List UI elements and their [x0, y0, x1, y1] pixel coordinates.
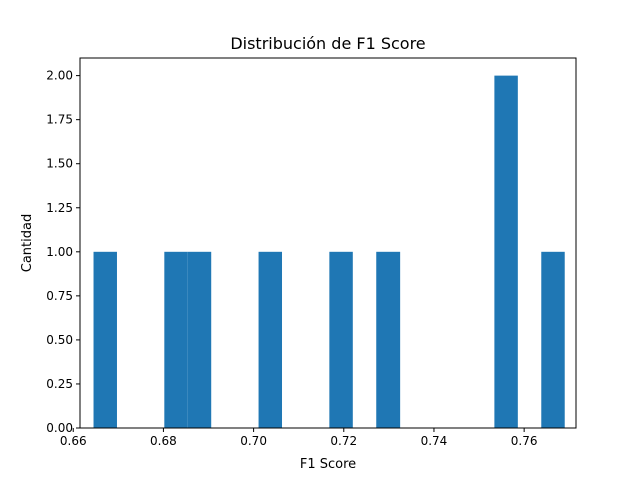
- histogram-bar-1: [93, 251, 117, 428]
- y-axis-ticks: 0.00 0.25 0.50 0.75 1.00 1.25 1.50 1.75 2.00: [46, 69, 80, 435]
- histogram-bar-4: [258, 251, 283, 428]
- x-tick-label: 0.68: [150, 434, 177, 448]
- y-tick-label: 1.00: [46, 245, 73, 259]
- y-tick-label: 0.75: [46, 289, 73, 303]
- plot-frame: [79, 57, 577, 429]
- y-tick-label: 2.00: [46, 69, 73, 83]
- y-tick-label: 0.50: [46, 333, 73, 347]
- bars-group: [93, 75, 565, 428]
- y-tick-label: 1.75: [46, 113, 73, 127]
- histogram-bar-2: [164, 251, 188, 428]
- x-tick-label: 0.66: [60, 434, 87, 448]
- x-axis-label: F1 Score: [300, 457, 356, 472]
- histogram-bar-3: [187, 251, 212, 428]
- histogram-bar-5: [329, 251, 353, 428]
- x-tick-label: 0.74: [421, 434, 448, 448]
- x-tick-label: 0.72: [330, 434, 357, 448]
- y-tick-label: 0.25: [46, 377, 73, 391]
- y-tick-label: 0.00: [46, 421, 73, 435]
- x-axis-ticks: 0.66 0.68 0.70 0.72 0.74 0.76: [60, 428, 538, 448]
- x-tick-label: 0.76: [511, 434, 538, 448]
- y-tick-label: 1.25: [46, 201, 73, 215]
- histogram-bar-7: [494, 75, 518, 428]
- y-axis-label: Cantidad: [20, 214, 35, 272]
- x-tick-label: 0.70: [240, 434, 267, 448]
- histogram-bar-6: [376, 251, 401, 428]
- histogram-bar-8: [541, 251, 565, 428]
- chart-title: Distribución de F1 Score: [230, 34, 425, 53]
- y-tick-label: 1.50: [46, 157, 73, 171]
